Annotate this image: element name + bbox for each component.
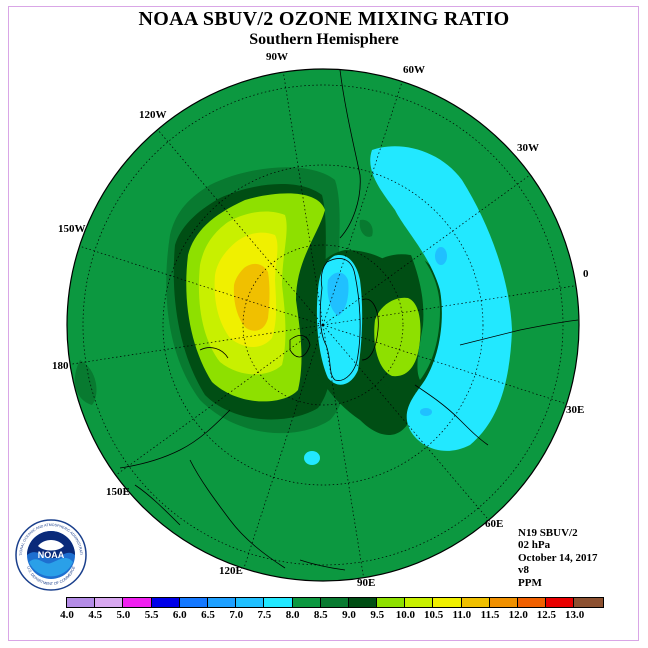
lon-label-150e: 150E [106, 486, 130, 498]
colorbar-swatch-13 [433, 598, 462, 607]
colorbar-label: 6.0 [172, 609, 187, 621]
colorbar-labels: 4.0 4.5 5.0 5.5 6.0 6.5 7.0 7.5 8.0 8.5 9.0 9.5 10.0… [52, 609, 612, 623]
colorbar-swatch-17 [546, 598, 575, 607]
noaa-logo: NOAA NATIONAL OCEANIC AND ATMOSPHERIC AD… [14, 518, 87, 591]
logo-label: NOAA [38, 550, 65, 560]
colorbar-label: 7.5 [257, 609, 272, 621]
colorbar-swatch-8 [292, 598, 321, 607]
colorbar-label: 5.0 [116, 609, 131, 621]
colorbar-label: 10.0 [395, 609, 416, 621]
field-7-0-east-a [435, 247, 447, 265]
colorbar-swatch-15 [489, 598, 518, 607]
colorbar-swatch-14 [461, 598, 490, 607]
colorbar-label: 5.5 [144, 609, 159, 621]
field-7-5-south [304, 451, 320, 465]
colorbar-swatch-4 [179, 598, 208, 607]
colorbar-label: 13.0 [564, 609, 585, 621]
lon-label-120w: 120W [139, 109, 167, 121]
colorbar-swatch-12 [405, 598, 434, 607]
colorbar-label: 7.0 [229, 609, 244, 621]
field-8-5-small [359, 219, 373, 237]
graticule [67, 69, 579, 581]
map-subtitle: Southern Hemisphere [249, 31, 399, 48]
info-block: N19 SBUV/2 02 hPa October 14, 2017 v8 PP… [518, 527, 598, 589]
coastlines [119, 69, 579, 571]
info-level: 02 hPa [518, 539, 551, 552]
colorbar-swatch-2 [123, 598, 152, 607]
colorbar-swatch-16 [518, 598, 547, 607]
lon-label-150w: 150W [58, 223, 86, 235]
info-date: October 14, 2017 [518, 551, 598, 564]
colorbar-swatch-0 [67, 598, 96, 607]
map-boundary [66, 68, 580, 582]
lon-label-60e: 60E [485, 518, 504, 530]
colorbar-swatch-3 [151, 598, 180, 607]
colorbar-label: 10.5 [423, 609, 444, 621]
field-11-0-west [233, 263, 270, 331]
lon-label-30e: 30E [566, 404, 585, 416]
colorbar-swatch-18 [574, 598, 603, 607]
lon-label-30w: 30W [517, 142, 539, 154]
field-9-5-east [374, 297, 421, 377]
field-8-0-east-inner [405, 240, 440, 380]
colorbar-label: 11.5 [480, 609, 500, 621]
lon-label-90e: 90E [357, 577, 376, 589]
info-units: PPM [518, 576, 542, 589]
colorbar-swatch-9 [320, 598, 349, 607]
info-satellite: N19 SBUV/2 [518, 527, 578, 539]
colorbar-label: 4.0 [60, 609, 74, 621]
colorbar-swatch-11 [377, 598, 406, 607]
lon-label-180: 180 [52, 360, 69, 372]
colorbar-label: 4.5 [88, 609, 103, 621]
colorbar-swatch-1 [95, 598, 124, 607]
lon-label-120e: 120E [219, 565, 243, 577]
colorbar-label: 6.5 [201, 609, 215, 621]
colorbar-swatch-5 [207, 598, 237, 607]
info-version: v8 [518, 564, 529, 577]
lon-label-0: 0 [583, 268, 589, 280]
colorbar-label: 9.5 [370, 609, 385, 621]
colorbar-swatch-10 [348, 598, 378, 607]
colorbar-label: 8.5 [313, 609, 328, 621]
colorbar-label: 12.5 [536, 609, 557, 621]
lon-label-90w: 90W [266, 51, 288, 63]
map-title: NOAA SBUV/2 OZONE MIXING RATIO [138, 8, 510, 30]
colorbar-swatch-6 [236, 598, 265, 607]
field-7-0-east-b [420, 408, 432, 416]
colorbar-label: 9.0 [342, 609, 356, 621]
colorbar [66, 597, 604, 608]
lon-label-60w: 60W [403, 64, 425, 76]
plot-frame [8, 6, 639, 641]
colorbar-label: 12.0 [508, 609, 528, 621]
colorbar-label: 11.0 [452, 609, 472, 621]
field-8-5-west-edge [74, 360, 97, 405]
colorbar-swatch-7 [264, 598, 293, 607]
field-7-0-center [327, 272, 349, 316]
colorbar-label: 8.0 [285, 609, 300, 621]
